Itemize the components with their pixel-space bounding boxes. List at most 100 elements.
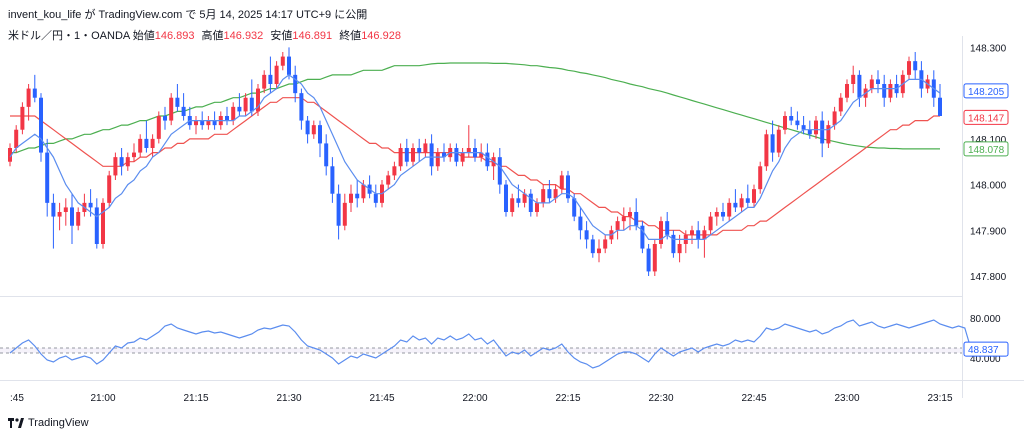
candle xyxy=(553,184,558,203)
candle-body xyxy=(485,152,490,167)
candle-body xyxy=(745,198,750,203)
price-tick-label: 147.800 xyxy=(970,272,1007,283)
time-tick-label: 23:00 xyxy=(834,393,859,404)
candle-body xyxy=(907,61,911,75)
candle-body xyxy=(8,148,12,162)
candle xyxy=(311,120,316,139)
symbol-label[interactable]: 米ドル／円・1・OANDA xyxy=(8,30,130,42)
candle xyxy=(826,120,831,148)
high-value: 146.932 xyxy=(223,30,264,42)
candle-body xyxy=(466,148,471,153)
candle-body xyxy=(913,61,918,71)
candle xyxy=(652,239,657,276)
candle-body xyxy=(690,230,694,235)
candle-body xyxy=(628,212,632,217)
candle-body xyxy=(801,125,806,130)
candle-body xyxy=(646,248,651,272)
candle xyxy=(745,184,750,208)
candle xyxy=(770,120,775,162)
candle xyxy=(194,116,198,135)
candle-body xyxy=(696,230,701,240)
price-badges: 148.205 148.147 148.078 48.837 xyxy=(963,83,1009,357)
candle xyxy=(466,125,471,158)
candle-body xyxy=(361,184,366,199)
candle xyxy=(45,138,50,217)
candle-body xyxy=(621,216,626,222)
candle-body xyxy=(57,212,62,217)
candle xyxy=(733,189,738,212)
candle xyxy=(888,79,893,103)
candle xyxy=(101,198,105,249)
candle xyxy=(460,148,465,167)
candle xyxy=(125,152,130,171)
candle xyxy=(752,184,756,208)
rsi-line xyxy=(9,319,972,369)
candle-body xyxy=(63,207,68,212)
candle-body xyxy=(876,79,880,84)
candle-body xyxy=(770,134,775,153)
candle xyxy=(113,152,118,180)
candle xyxy=(404,138,409,167)
candle-body xyxy=(175,97,180,107)
candle xyxy=(274,61,279,89)
time-axis-border xyxy=(0,380,1024,381)
time-tick-label: :45 xyxy=(10,393,24,404)
candle xyxy=(789,106,794,126)
candle xyxy=(584,221,589,249)
candle xyxy=(336,184,341,240)
candle-body xyxy=(739,198,744,208)
price-badge-box xyxy=(963,141,1009,157)
candle-body xyxy=(268,74,273,84)
price-tick-label: 148.300 xyxy=(970,43,1007,54)
candle xyxy=(119,148,124,176)
candle-body xyxy=(807,129,812,135)
rsi-tick-label: 40.000 xyxy=(970,354,1001,365)
candle xyxy=(559,170,564,194)
rsi-tick-label: 80.000 xyxy=(970,314,1001,325)
chart-header: invent_kou_life が TradingView.com で 5月 1… xyxy=(8,9,368,21)
high-label: 高値 xyxy=(201,30,224,42)
candle-body xyxy=(26,88,31,107)
candle-body xyxy=(615,221,620,231)
candle xyxy=(32,74,37,103)
candle xyxy=(454,143,459,167)
ma-fast-line xyxy=(9,74,941,240)
candle xyxy=(832,106,837,130)
candle-body xyxy=(125,157,130,167)
candle xyxy=(70,193,74,244)
price-badge: 148.205 xyxy=(963,83,1009,99)
candle xyxy=(299,88,304,130)
tradingview-brand[interactable]: TradingView xyxy=(8,417,89,429)
candle xyxy=(287,47,291,80)
candle-body xyxy=(752,189,756,203)
price-axis: 148.300 148.100 148.000 147.900 147.800 xyxy=(970,43,1007,283)
candle-body xyxy=(559,175,564,190)
candle-body xyxy=(888,84,893,98)
candle xyxy=(621,207,626,231)
candle xyxy=(708,212,713,235)
candle-body xyxy=(373,193,378,203)
candle-body xyxy=(398,148,403,167)
candle xyxy=(535,198,539,217)
candle xyxy=(330,157,335,203)
candle-body xyxy=(597,248,601,254)
candle xyxy=(231,102,236,126)
candle-body xyxy=(659,221,663,244)
candle-body xyxy=(237,106,242,112)
candle-body xyxy=(789,116,794,121)
ohlc-legend: 米ドル／円・1・OANDA 始値146.893 高値146.932 安値146.… xyxy=(8,27,405,43)
candle-body xyxy=(838,97,843,112)
candle-body xyxy=(206,120,211,126)
price-tick-label: 148.000 xyxy=(970,181,1007,192)
candle-body xyxy=(435,152,440,167)
time-tick-label: 22:45 xyxy=(741,393,766,404)
candle-body xyxy=(423,143,428,153)
candle xyxy=(907,56,911,80)
candle-body xyxy=(324,143,329,167)
candle xyxy=(590,234,595,258)
price-badge: 148.147 xyxy=(963,109,1009,125)
candle xyxy=(690,225,694,244)
candle-body xyxy=(20,106,25,130)
candle-body xyxy=(708,216,713,231)
